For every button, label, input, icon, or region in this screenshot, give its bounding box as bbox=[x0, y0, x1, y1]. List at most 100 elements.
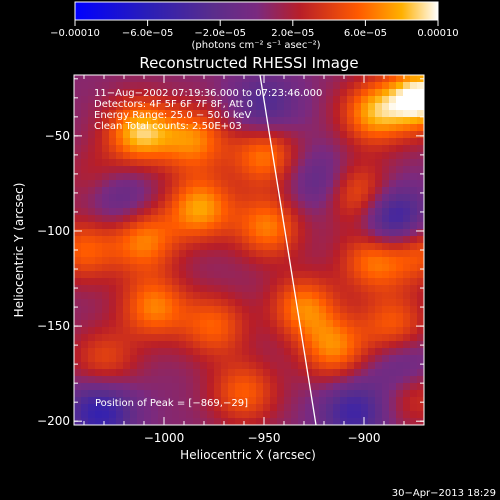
heatmap-cell bbox=[389, 341, 397, 349]
heatmap-cell bbox=[305, 131, 313, 139]
heatmap-cell bbox=[410, 82, 418, 90]
heatmap-cell bbox=[102, 418, 110, 425]
heatmap-cell bbox=[312, 243, 320, 251]
heatmap-cell bbox=[193, 355, 201, 363]
heatmap-cell bbox=[109, 236, 117, 244]
colorbar-tick-label: 0.00010 bbox=[417, 28, 458, 39]
heatmap-cell bbox=[235, 145, 243, 153]
heatmap-cell bbox=[221, 222, 229, 230]
heatmap-cell bbox=[186, 215, 194, 223]
heatmap-cell bbox=[263, 229, 271, 237]
heatmap-cell bbox=[305, 418, 313, 425]
heatmap-cell bbox=[137, 173, 145, 181]
heatmap-cell bbox=[95, 411, 103, 419]
heatmap-cell bbox=[95, 138, 103, 146]
heatmap-cell bbox=[403, 362, 411, 370]
heatmap-cell bbox=[235, 138, 243, 146]
heatmap-cell bbox=[228, 82, 236, 90]
heatmap-cell bbox=[305, 194, 313, 202]
heatmap-cell bbox=[137, 397, 145, 405]
heatmap-cell bbox=[158, 159, 166, 167]
heatmap-cell bbox=[165, 159, 173, 167]
heatmap-cell bbox=[361, 411, 369, 419]
heatmap-cell bbox=[410, 243, 418, 251]
heatmap-cell bbox=[165, 376, 173, 384]
heatmap-cell bbox=[284, 411, 292, 419]
heatmap-cell bbox=[263, 271, 271, 279]
heatmap-cell bbox=[277, 278, 285, 286]
heatmap-cell bbox=[340, 194, 348, 202]
heatmap-cell bbox=[396, 201, 404, 209]
heatmap-cell bbox=[151, 236, 159, 244]
heatmap-cell bbox=[74, 103, 82, 111]
heatmap-cell bbox=[193, 264, 201, 272]
heatmap-cell bbox=[95, 292, 103, 300]
heatmap-cell bbox=[137, 292, 145, 300]
heatmap-cell bbox=[81, 131, 89, 139]
heatmap-cell bbox=[123, 82, 131, 90]
heatmap-cell bbox=[256, 320, 264, 328]
heatmap-cell bbox=[165, 306, 173, 314]
heatmap-cell bbox=[410, 159, 418, 167]
heatmap-cell bbox=[375, 411, 383, 419]
heatmap-cell bbox=[354, 369, 362, 377]
heatmap-cell bbox=[249, 313, 257, 321]
heatmap-cell bbox=[228, 285, 236, 293]
heatmap-cell bbox=[298, 278, 306, 286]
heatmap-cell bbox=[312, 376, 320, 384]
y-tick-label: −100 bbox=[37, 224, 70, 238]
heatmap-cell bbox=[389, 243, 397, 251]
heatmap-cell bbox=[333, 145, 341, 153]
heatmap-cell bbox=[81, 369, 89, 377]
heatmap-cell bbox=[165, 397, 173, 405]
heatmap-cell bbox=[403, 390, 411, 398]
heatmap-cell bbox=[165, 215, 173, 223]
heatmap-cell bbox=[340, 292, 348, 300]
heatmap-cell bbox=[137, 208, 145, 216]
heatmap-cell bbox=[242, 152, 250, 160]
heatmap-cell bbox=[382, 145, 390, 153]
colorbar-unit-label: (photons cm⁻² s⁻¹ asec⁻²) bbox=[191, 40, 320, 51]
heatmap-cell bbox=[165, 404, 173, 412]
heatmap-cell bbox=[340, 229, 348, 237]
heatmap-cell bbox=[102, 89, 110, 97]
heatmap-cell bbox=[144, 362, 152, 370]
heatmap-cell bbox=[298, 194, 306, 202]
heatmap-cell bbox=[102, 236, 110, 244]
heatmap-cell bbox=[305, 320, 313, 328]
heatmap-cell bbox=[375, 229, 383, 237]
heatmap-cell bbox=[144, 397, 152, 405]
heatmap-cell bbox=[410, 166, 418, 174]
heatmap-cell bbox=[130, 117, 138, 125]
heatmap-cell bbox=[242, 89, 250, 97]
heatmap-cell bbox=[403, 124, 411, 132]
heatmap-cell bbox=[74, 334, 82, 342]
heatmap-cell bbox=[214, 306, 222, 314]
heatmap-cell bbox=[109, 89, 117, 97]
heatmap-cell bbox=[354, 96, 362, 104]
heatmap-cell bbox=[312, 103, 320, 111]
heatmap-cell bbox=[214, 159, 222, 167]
heatmap-cell bbox=[284, 117, 292, 125]
heatmap-cell bbox=[193, 292, 201, 300]
heatmap-cell bbox=[410, 306, 418, 314]
heatmap-cell bbox=[109, 243, 117, 251]
heatmap-cell bbox=[221, 250, 229, 258]
heatmap-cell bbox=[305, 292, 313, 300]
heatmap-cell bbox=[172, 124, 180, 132]
heatmap-cell bbox=[354, 166, 362, 174]
heatmap-cell bbox=[375, 201, 383, 209]
heatmap-cell bbox=[305, 152, 313, 160]
heatmap-cell bbox=[165, 96, 173, 104]
heatmap-cell bbox=[298, 222, 306, 230]
heatmap-cell bbox=[354, 110, 362, 118]
heatmap-cell bbox=[95, 250, 103, 258]
heatmap-cell bbox=[340, 271, 348, 279]
heatmap-cell bbox=[221, 117, 229, 125]
heatmap-cell bbox=[417, 173, 424, 181]
heatmap-cell bbox=[417, 355, 424, 363]
heatmap-cell bbox=[389, 124, 397, 132]
heatmap-cell bbox=[263, 306, 271, 314]
heatmap-cell bbox=[123, 376, 131, 384]
heatmap-cell bbox=[277, 215, 285, 223]
